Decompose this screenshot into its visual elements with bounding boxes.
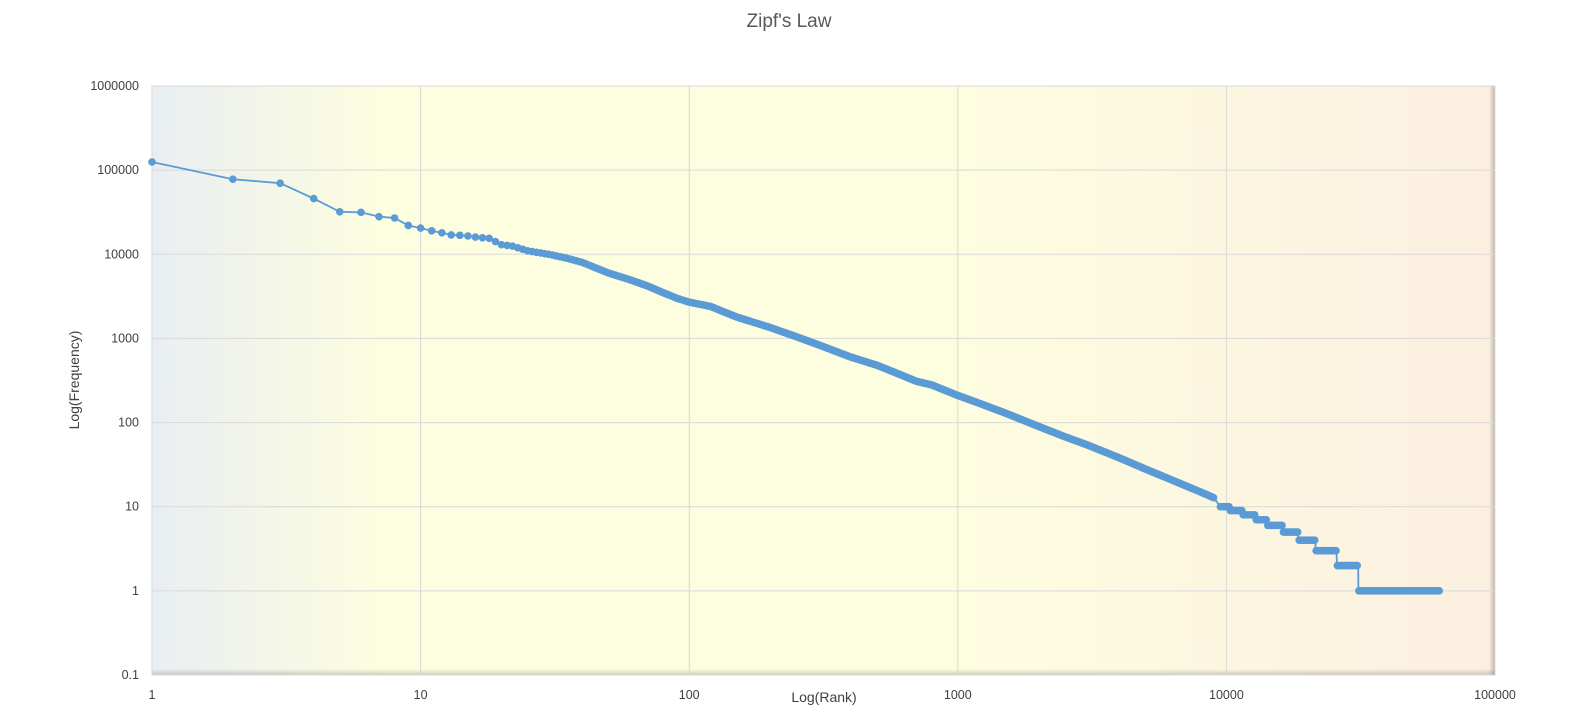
x-tick-label-1: 10 xyxy=(414,688,428,702)
data-point xyxy=(1293,528,1302,536)
y-tick-label-4: 1000 xyxy=(111,331,139,345)
data-point xyxy=(276,179,284,187)
data-point xyxy=(1435,587,1443,595)
data-point xyxy=(375,212,383,221)
data-point xyxy=(427,227,436,235)
data-point xyxy=(1209,493,1218,502)
y-tick-label-0: 0.1 xyxy=(122,668,139,682)
y-axis-title: Log(Frequency) xyxy=(66,331,82,430)
data-point xyxy=(404,221,413,230)
y-tick-label-1: 1 xyxy=(132,584,139,598)
x-tick-label-5: 100000 xyxy=(1474,688,1516,702)
plot-bevel-right xyxy=(1489,86,1495,675)
data-point xyxy=(309,194,318,203)
data-point xyxy=(1278,521,1286,530)
x-tick-label-2: 100 xyxy=(679,688,700,702)
x-tick-label-0: 1 xyxy=(149,688,156,702)
data-point xyxy=(456,231,464,240)
data-point xyxy=(1332,546,1340,555)
y-axis-ticks: 0.1 1 10 100 1000 10000 100000 1000000 xyxy=(90,79,139,682)
data-point xyxy=(1353,561,1362,570)
data-point xyxy=(471,233,480,241)
data-point xyxy=(491,237,500,246)
x-axis-ticks: 1 10 100 1000 10000 100000 xyxy=(149,688,1516,702)
data-point xyxy=(485,234,493,243)
x-axis-title: Log(Rank) xyxy=(791,689,856,705)
data-point xyxy=(447,231,456,239)
y-tick-label-5: 10000 xyxy=(104,247,139,261)
x-tick-label-3: 1000 xyxy=(944,688,972,702)
data-point xyxy=(357,208,365,217)
data-point xyxy=(229,175,237,184)
y-tick-label-3: 100 xyxy=(118,416,139,430)
plot-area xyxy=(148,85,1496,676)
data-point xyxy=(438,229,446,237)
data-point xyxy=(464,232,472,240)
data-point xyxy=(148,158,156,166)
data-point xyxy=(335,207,344,216)
data-point xyxy=(416,224,425,232)
series-frequency xyxy=(148,158,1443,595)
gridlines xyxy=(151,85,1496,676)
x-tick-label-4: 10000 xyxy=(1209,688,1244,702)
plot-bevel-bottom xyxy=(152,669,1495,675)
chart-title: Zipf's Law xyxy=(747,11,832,32)
y-tick-label-6: 100000 xyxy=(97,163,139,177)
data-point xyxy=(1310,536,1319,544)
data-point xyxy=(478,234,487,242)
y-tick-label-2: 10 xyxy=(125,500,139,514)
data-point xyxy=(390,214,399,222)
y-tick-label-7: 1000000 xyxy=(90,79,139,93)
data-point xyxy=(497,240,506,249)
plot-background xyxy=(151,85,1496,676)
